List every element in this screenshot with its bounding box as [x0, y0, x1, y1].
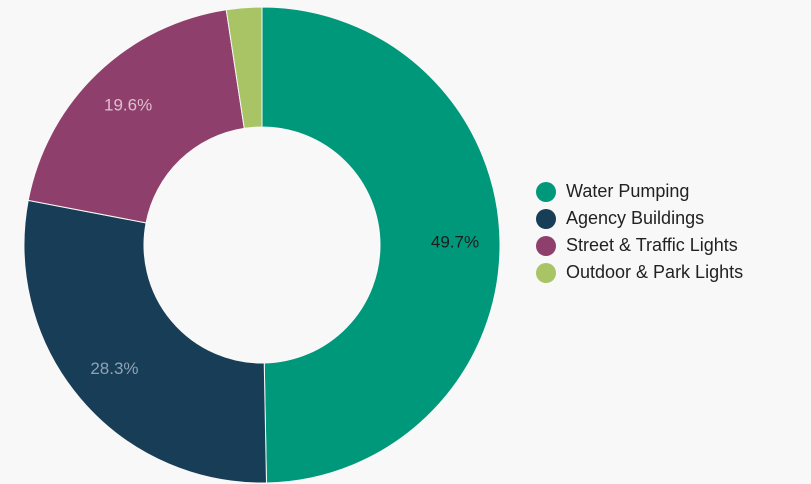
legend-label: Water Pumping — [566, 181, 690, 201]
slice-label-water-pumping: 49.7% — [431, 233, 479, 252]
slice-outdoor-and-park-lights[interactable] — [225, 6, 263, 129]
slice-label-agency-buildings: 28.3% — [90, 359, 138, 378]
slice-agency-buildings[interactable] — [23, 199, 267, 484]
donut-slices — [23, 6, 501, 484]
slice-label-street-and-traffic-lights: 19.6% — [104, 95, 152, 114]
legend-label: Agency Buildings — [566, 208, 705, 228]
chart-legend: Water Pumping Agency Buildings Street & Tr… — [536, 178, 743, 286]
legend-label: Street & Traffic Lights — [566, 235, 738, 255]
legend-item-street-and-traffic-lights[interactable]: Street & Traffic Lights — [536, 232, 743, 259]
legend-item-agency-buildings[interactable]: Agency Buildings — [536, 205, 743, 232]
legend-item-outdoor-and-park-lights[interactable]: Outdoor & Park Lights — [536, 259, 743, 286]
legend-swatch — [536, 235, 556, 256]
slice-labels: 49.7% 28.3% 19.6% — [90, 95, 479, 377]
legend-label: Outdoor & Park Lights — [566, 262, 744, 282]
slice-street-and-traffic-lights[interactable] — [27, 9, 245, 224]
legend-swatch — [536, 208, 556, 229]
legend-swatch — [536, 181, 556, 202]
legend-item-water-pumping[interactable]: Water Pumping — [536, 178, 743, 205]
slice-water-pumping[interactable] — [261, 6, 501, 484]
legend-swatch — [536, 262, 556, 283]
